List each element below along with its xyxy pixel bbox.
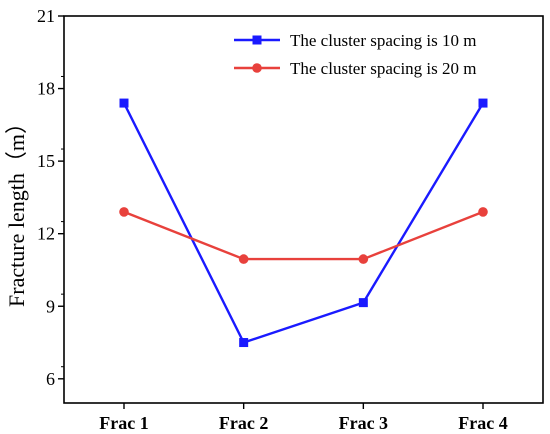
y-tick-label: 9	[46, 296, 55, 316]
legend-marker	[252, 63, 262, 73]
x-category-label: Frac 1	[99, 413, 148, 433]
data-point	[358, 298, 368, 308]
plot-frame	[63, 15, 544, 404]
data-point	[239, 338, 249, 348]
legend-item-2: The cluster spacing is 20 m	[234, 59, 477, 78]
legend-label: The cluster spacing is 10 m	[290, 31, 477, 50]
series-1	[119, 98, 488, 348]
y-tick-label: 18	[37, 79, 55, 99]
data-point	[238, 254, 249, 264]
legend-marker	[252, 35, 262, 45]
y-axis-title: Fracture length（m）	[4, 112, 29, 307]
y-tick-label: 21	[37, 6, 55, 26]
legend: The cluster spacing is 10 m The cluster s…	[234, 31, 477, 78]
x-category-label: Frac 2	[219, 413, 268, 433]
y-tick-label: 12	[37, 224, 55, 244]
data-point	[119, 98, 129, 108]
y-tick-label: 15	[37, 151, 55, 171]
series-2	[119, 207, 488, 264]
series-line	[122, 102, 485, 344]
legend-item-1: The cluster spacing is 10 m	[234, 31, 477, 50]
axes-layer: 6 9 12 15 18 21 Frac 1 Frac 2 Frac 3 Frac 4 Fractu…	[4, 6, 544, 433]
x-category-label: Frac 4	[458, 413, 507, 433]
data-point	[478, 207, 488, 217]
x-category-label: Frac 3	[339, 413, 388, 433]
y-tick-label: 6	[46, 369, 55, 389]
series-line	[123, 210, 484, 261]
data-point	[358, 254, 369, 264]
legend-label: The cluster spacing is 20 m	[290, 59, 477, 78]
series-layer	[119, 98, 488, 348]
data-point	[478, 98, 488, 108]
data-point	[119, 207, 129, 217]
